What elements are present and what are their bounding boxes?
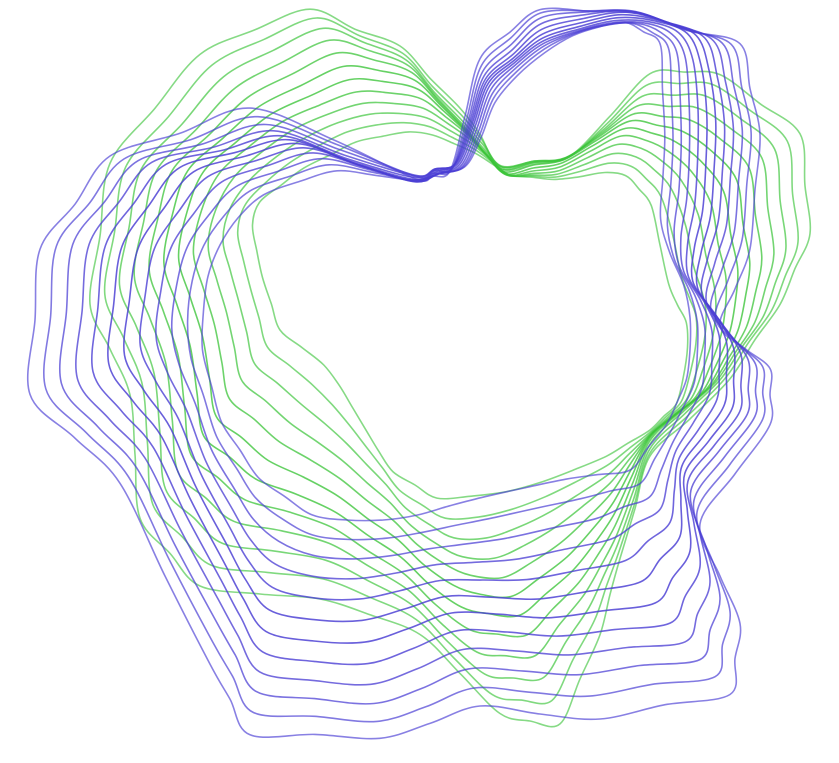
wave-line-art [0,0,839,763]
artwork-canvas [0,0,839,763]
